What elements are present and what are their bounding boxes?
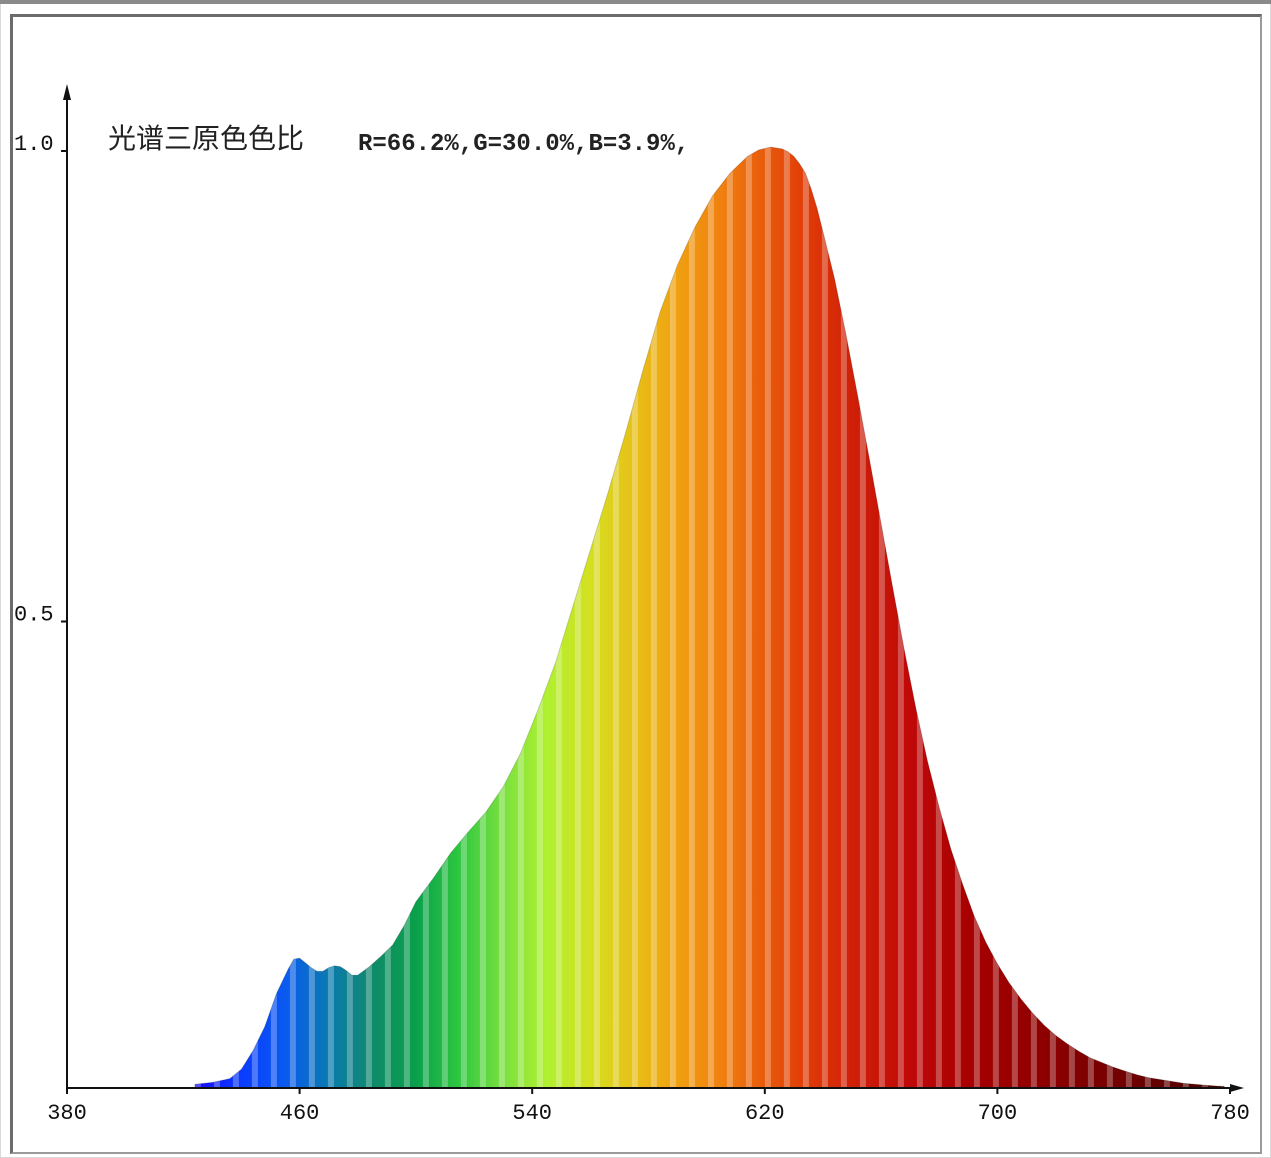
x-axis-arrow — [1230, 1084, 1244, 1092]
ratio-annotation-value: R=66.2%,G=30.0%,B=3.9%, — [358, 131, 689, 158]
spectrum-stripe — [479, 147, 486, 1088]
x-tick-label: 380 — [47, 1101, 87, 1126]
spectrum-stripe — [593, 147, 600, 1088]
spectrum-stripe — [422, 147, 429, 1088]
spectrum-stripe — [631, 147, 638, 1088]
spectrum-stripe — [783, 147, 790, 1088]
spectrum-stripe — [536, 147, 543, 1088]
spectrum-area-group — [194, 147, 1225, 1088]
x-tick-label: 540 — [512, 1101, 552, 1126]
spectrum-stripe — [1125, 147, 1132, 1088]
plot-border — [10, 14, 1262, 1154]
spectrum-stripe — [498, 147, 505, 1088]
spectrum-stripe — [1144, 147, 1151, 1088]
spectrum-stripe — [650, 147, 657, 1088]
x-tick-label: 780 — [1210, 1101, 1250, 1126]
spectrum-stripe — [992, 147, 999, 1088]
spectrum-stripe — [517, 147, 524, 1088]
ratio-annotation-label: 光谱三原色色比 — [108, 122, 304, 155]
spectrum-outline — [194, 146, 1225, 1089]
x-tick-label: 460 — [280, 1101, 320, 1126]
spectrum-stripe — [688, 147, 695, 1088]
spectrum-stripe — [194, 147, 201, 1088]
spectrum-stripe — [726, 147, 733, 1088]
spectrum-stripe — [441, 147, 448, 1088]
spectrum-stripe — [574, 147, 581, 1088]
spectrum-stripe — [897, 147, 904, 1088]
spectrum-stripe — [973, 147, 980, 1088]
top-rule — [0, 0, 1271, 4]
spectrum-stripe — [859, 147, 866, 1088]
axis-ticks: 380 460 540 620 700 780 0.5 1.0 — [14, 132, 1250, 1126]
spectrum-stripe — [878, 147, 885, 1088]
spectrum-stripe — [954, 147, 961, 1088]
spectrum-stripe — [555, 147, 562, 1088]
spectrum-stripe — [1087, 147, 1094, 1088]
spectrum-stripe — [669, 147, 676, 1088]
spectrum-stripe — [1220, 147, 1225, 1088]
spectrum-stripe — [346, 147, 353, 1088]
spectrum-stripe — [840, 147, 847, 1088]
spectrum-stripe — [251, 147, 258, 1088]
spectrum-stripe — [460, 147, 467, 1088]
spectrum-stripe — [1030, 147, 1037, 1088]
spectrum-stripe — [270, 147, 277, 1088]
spectrum-stripe — [821, 147, 828, 1088]
spectrum-area-fill — [194, 147, 1225, 1088]
spectrum-stripe — [289, 147, 296, 1088]
y-axis-arrow — [63, 84, 71, 100]
spectrum-stripe — [916, 147, 923, 1088]
spectrum-stripes — [194, 147, 1225, 1088]
x-tick-label: 700 — [978, 1101, 1018, 1126]
y-tick-label: 0.5 — [14, 603, 54, 628]
spectrum-stripe — [232, 147, 239, 1088]
spectrum-stripe — [1106, 147, 1113, 1088]
spectrum-stripe — [1201, 147, 1208, 1088]
spectrum-stripe — [802, 147, 809, 1088]
spectrum-stripe — [1049, 147, 1056, 1088]
spectrum-stripe — [1182, 147, 1189, 1088]
spectrum-stripe — [612, 147, 619, 1088]
spectrum-stripe — [308, 147, 315, 1088]
spectrum-stripe — [935, 147, 942, 1088]
spectrum-stripe — [213, 147, 220, 1088]
spectrum-stripe — [327, 147, 334, 1088]
spectrum-stripe — [707, 147, 714, 1088]
spectrum-stripe — [384, 147, 391, 1088]
spectrum-stripe — [1163, 147, 1170, 1088]
x-tick-label: 620 — [745, 1101, 785, 1126]
y-tick-label: 1.0 — [14, 132, 54, 157]
spectrum-stripe — [403, 147, 410, 1088]
spectrum-stripe — [365, 147, 372, 1088]
spectrum-stripe — [745, 147, 752, 1088]
spectrum-stripe — [1068, 147, 1075, 1088]
spectrum-stripe — [764, 147, 771, 1088]
spectrum-stripe — [1011, 147, 1018, 1088]
